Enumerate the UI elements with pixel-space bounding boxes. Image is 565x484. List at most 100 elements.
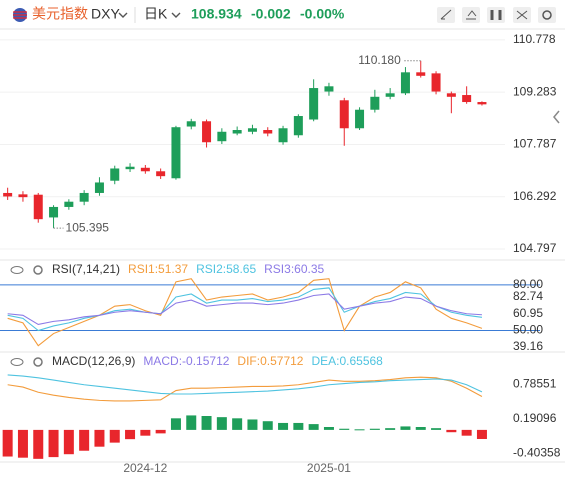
indicator-button[interactable] [462,7,480,23]
candle-body [202,121,212,143]
legend-entry: DIF:0.57712 [237,354,303,368]
candle-body [477,102,487,105]
macd-bar [170,418,181,430]
indicator-title: MACD(12,26,9) [52,354,135,368]
x-tick-label: 2025-01 [307,461,351,475]
price-change-pct: -0.00% [300,6,345,22]
macd-bar [186,415,197,430]
y-tick-label: 104.797 [513,241,557,255]
candle-body [18,194,28,198]
macd-bar [369,428,380,430]
last-price: 108.934 [191,6,242,22]
candle-body [3,192,13,197]
macd-bar [216,417,227,430]
candle-body [385,93,395,97]
legend-entry: RSI3:60.35 [264,262,324,276]
y-tick-label: 60.95 [513,306,543,320]
macd-bar [63,429,74,455]
macd-bar [262,421,273,430]
macd-bar [125,429,136,440]
period-dropdown[interactable] [171,12,181,18]
macd-bar [446,429,457,433]
macd-bar [48,429,59,458]
macd-bar [17,429,28,458]
indicator-line [7,278,483,347]
instrument-name[interactable]: 美元指数 [32,6,88,22]
macd-gear-icon[interactable] [33,357,43,367]
macd-bar [201,416,212,430]
instrument-symbol[interactable]: DXY [91,6,120,22]
macd-bar [278,422,289,430]
macd-bar [385,428,396,430]
macd-bar [140,429,151,436]
candle-body [217,131,227,142]
toolbar: 美元指数 DXY 日K 108.934 -0.002 -0.00% [13,6,556,23]
settings-button[interactable] [538,7,556,23]
macd-bar [354,429,365,431]
candle-body [64,201,74,207]
candle-body [278,128,288,143]
candle-body [431,73,441,92]
chart-type-icon [490,10,502,20]
y-tick-label: 106.292 [513,189,557,203]
candle-body [232,130,242,134]
rsi-controls [10,265,43,275]
candle-body [309,88,319,120]
fullscreen-icon [516,10,528,20]
period-selector[interactable]: 日K [144,6,168,22]
macd-bar [476,429,487,439]
macd-bar [400,426,411,430]
candle-body [79,192,89,202]
macd-bar [2,429,13,457]
candle-body [125,166,135,170]
y-tick-label: 50.00 [513,323,543,337]
settings-icon [542,10,552,20]
collapse-arrow[interactable] [553,110,560,124]
y-tick-label: 107.787 [513,137,557,151]
y-tick-label: 80.00 [513,277,543,291]
price-change: -0.002 [251,6,291,22]
macd-bar [431,428,442,430]
y-tick-label: 39.16 [513,339,543,353]
indicator-line [7,293,482,325]
y-tick-label: -0.40358 [513,445,561,459]
rsi-eye-icon[interactable] [10,266,24,274]
indicator-line [7,374,483,395]
legend-entry: MACD:-0.15712 [143,354,229,368]
candle-body [94,182,104,193]
max-price-label: 110.180 [358,53,401,67]
candle-body [293,116,303,136]
macd-bar [308,424,319,430]
macd-bar [33,429,44,459]
candle-body [156,171,166,177]
chart-type-button[interactable] [487,7,505,23]
macd-controls [10,357,43,367]
legend-entry: DEA:0.65568 [311,354,383,368]
flag-stripes [13,11,27,19]
legend-entry: RSI2:58.65 [196,262,256,276]
draw-icon [440,9,452,20]
symbol-dropdown[interactable] [118,12,128,18]
indicator-line [7,287,483,332]
y-tick-label: 110.778 [513,32,556,46]
candle-body [171,127,181,179]
candle-body [416,72,426,76]
rsi-gear-icon[interactable] [33,265,43,275]
candle-body [186,121,196,127]
macd-bar [323,427,334,430]
macd-bar [415,427,426,430]
legend-entry: RSI1:51.37 [128,262,188,276]
candle-body [49,206,59,218]
macd-bar [155,429,166,434]
y-tick-label: 0.78551 [513,377,557,391]
macd-eye-icon[interactable] [10,358,24,366]
x-tick-label: 2024-12 [123,461,167,475]
macd-bar [79,429,90,451]
indicator-icon [466,10,477,20]
candle-body [247,128,257,132]
candle-body [324,86,334,92]
macd-bar [232,418,243,430]
candle-body [33,194,43,220]
macd-bar [461,429,472,436]
